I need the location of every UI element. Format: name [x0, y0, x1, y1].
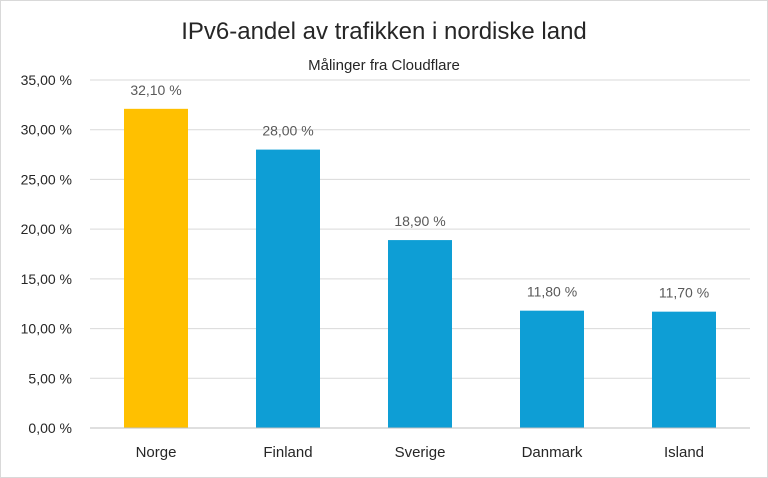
- x-tick-label: Norge: [136, 444, 177, 461]
- y-tick-label: 5,00 %: [28, 370, 72, 386]
- data-label: 18,90 %: [394, 213, 445, 229]
- bar-sverige: [388, 240, 452, 428]
- x-tick-label: Sverige: [395, 444, 446, 461]
- data-label: 32,10 %: [130, 82, 181, 98]
- x-tick-label: Danmark: [522, 444, 583, 461]
- chart-title: IPv6-andel av trafikken i nordiske land: [181, 18, 587, 45]
- bar-danmark: [520, 310, 584, 428]
- data-label: 11,80 %: [527, 284, 577, 300]
- data-label: 11,70 %: [659, 285, 709, 301]
- x-tick-label: Finland: [263, 444, 312, 461]
- bar-island: [652, 311, 716, 428]
- y-tick-label: 10,00 %: [21, 321, 72, 337]
- x-tick-label: Island: [664, 444, 704, 461]
- y-tick-label: 35,00 %: [21, 72, 72, 88]
- data-label: 28,00 %: [262, 123, 313, 139]
- chart-subtitle: Målinger fra Cloudflare: [308, 57, 460, 74]
- y-tick-label: 15,00 %: [21, 271, 72, 287]
- y-tick-label: 30,00 %: [21, 122, 72, 138]
- y-tick-label: 0,00 %: [28, 420, 72, 436]
- y-tick-label: 20,00 %: [21, 221, 72, 237]
- y-tick-label: 25,00 %: [21, 171, 72, 187]
- bar-norge: [124, 108, 188, 428]
- bar-finland: [256, 149, 320, 428]
